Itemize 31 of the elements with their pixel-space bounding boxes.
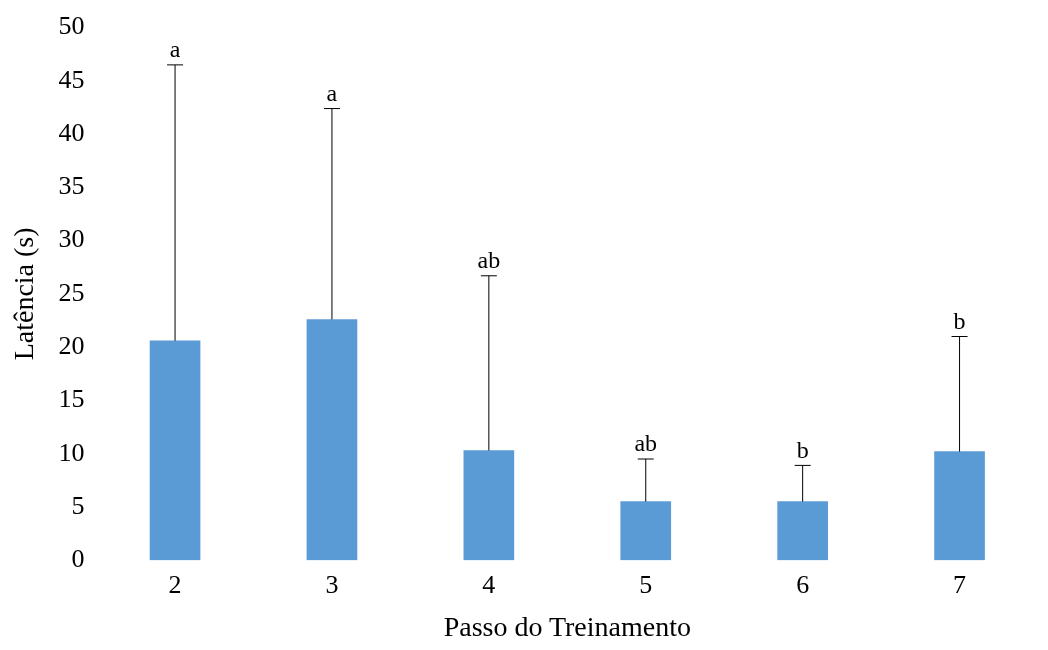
y-tick-label: 30 [58, 224, 85, 254]
bar [463, 450, 515, 561]
annotation: ab [477, 247, 501, 274]
bar [934, 451, 985, 561]
x-tick-label: 2 [168, 569, 182, 599]
annotation: ab [634, 430, 658, 457]
annotation: a [326, 79, 338, 106]
y-tick-label: 5 [71, 490, 85, 520]
y-tick-label: 20 [58, 330, 85, 360]
y-tick-label: 45 [58, 64, 85, 94]
y-tick-label: 35 [58, 171, 85, 201]
y-tick-label: 40 [58, 117, 85, 147]
x-tick-label: 6 [796, 569, 810, 599]
y-tick-label: 10 [58, 437, 85, 467]
x-tick-label: 4 [482, 569, 496, 599]
y-tick-label: 50 [58, 11, 85, 41]
annotation: b [796, 436, 809, 463]
y-tick-label: 25 [58, 277, 85, 307]
annotation: b [953, 307, 966, 334]
x-axis-title: Passo do Treinamento [443, 610, 691, 642]
y-tick-label: 15 [58, 384, 85, 414]
bar [620, 501, 672, 561]
annotation: a [169, 36, 181, 63]
bar [306, 319, 358, 561]
x-tick-label: 5 [639, 569, 653, 599]
y-tick-label: 0 [71, 544, 85, 574]
x-tick-label: 3 [325, 569, 339, 599]
x-tick-label: 7 [953, 569, 967, 599]
bar [777, 501, 828, 561]
bar [149, 340, 201, 561]
y-axis-title: Latência (s) [8, 227, 40, 361]
